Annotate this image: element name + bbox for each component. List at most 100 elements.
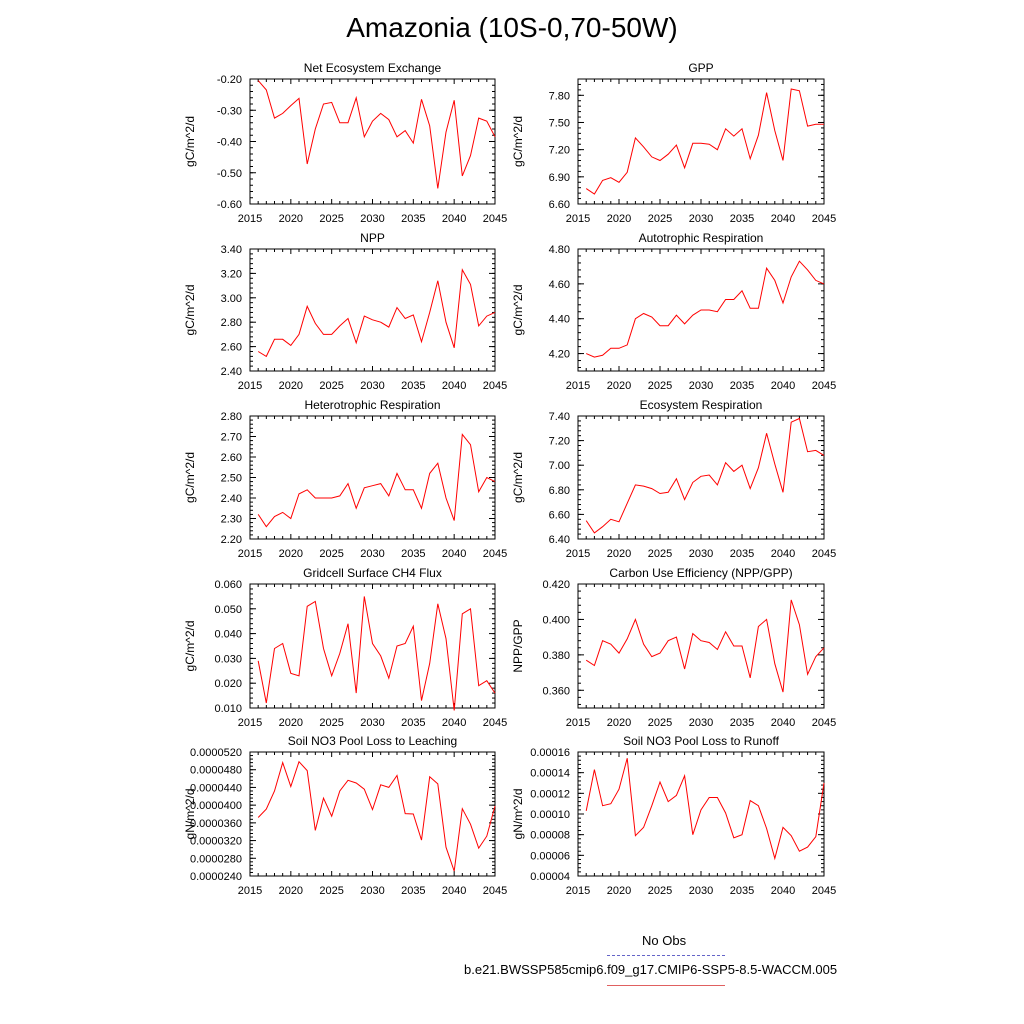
- y-tick-label: 6.80: [549, 485, 570, 497]
- y-tick-label: 0.00010: [530, 809, 570, 821]
- x-tick-label: 2015: [238, 885, 262, 897]
- x-tick-label: 2030: [689, 548, 713, 560]
- x-tick-label: 2030: [360, 548, 384, 560]
- x-tick-label: 2020: [279, 885, 303, 897]
- x-tick-label: 2015: [566, 717, 590, 729]
- x-tick-label: 2035: [401, 548, 425, 560]
- chart-panel: Soil NO3 Pool Loss to Runoff gN/m^2/d 2015…: [511, 734, 836, 897]
- x-tick-label: 2015: [238, 717, 262, 729]
- series-line: [585, 758, 825, 861]
- y-tick-label: 7.20: [549, 436, 570, 448]
- x-tick-label: 2040: [771, 213, 795, 225]
- x-tick-label: 2020: [607, 885, 631, 897]
- x-tick-label: 2045: [483, 380, 507, 392]
- x-tick-label: 2015: [238, 213, 262, 225]
- y-tick-label: 2.30: [221, 514, 242, 526]
- x-tick-label: 2040: [771, 380, 795, 392]
- chart-panel: Autotrophic Respiration gC/m^2/d 2015 2020 2…: [511, 231, 836, 392]
- series-line: [585, 88, 824, 195]
- x-tick-label: 2035: [401, 380, 425, 392]
- x-tick-label: 2040: [771, 885, 795, 897]
- x-tick-label: 2025: [648, 885, 672, 897]
- y-tick-label: 7.20: [549, 145, 570, 157]
- y-tick-label: 0.0000360: [190, 818, 242, 830]
- x-tick-label: 2030: [360, 380, 384, 392]
- series-line: [257, 433, 496, 528]
- chart-title: Carbon Use Efficiency (NPP/GPP): [609, 566, 792, 580]
- chart-panel: Ecosystem Respiration gC/m^2/d 2015 2020 202…: [511, 398, 836, 560]
- y-tick-label: 0.0000280: [190, 853, 242, 865]
- x-tick-label: 2035: [401, 885, 425, 897]
- x-tick-label: 2025: [319, 213, 343, 225]
- plot-frame: [249, 751, 496, 877]
- x-tick-label: 2025: [648, 213, 672, 225]
- x-tick-label: 2040: [442, 213, 466, 225]
- y-tick-label: 0.360: [542, 685, 570, 697]
- y-tick-label: 4.60: [549, 279, 570, 291]
- series-line: [257, 760, 496, 872]
- x-tick-label: 2015: [566, 885, 590, 897]
- x-tick-label: 2040: [442, 548, 466, 560]
- page-title: Amazonia (10S-0,70-50W): [346, 12, 678, 43]
- x-tick-label: 2025: [648, 380, 672, 392]
- y-axis-label: gC/m^2/d: [511, 285, 525, 336]
- x-tick-label: 2025: [319, 548, 343, 560]
- x-tick-label: 2020: [607, 717, 631, 729]
- plot-frame: [249, 583, 496, 709]
- y-tick-label: 6.40: [549, 534, 570, 546]
- series-line: [586, 260, 825, 358]
- chart-title: Gridcell Surface CH4 Flux: [303, 566, 442, 580]
- y-tick-label: 6.60: [549, 509, 570, 521]
- y-tick-label: 0.010: [214, 703, 242, 715]
- x-tick-label: 2025: [319, 380, 343, 392]
- x-tick-label: 2045: [812, 548, 836, 560]
- x-tick-label: 2030: [689, 717, 713, 729]
- y-tick-label: 0.040: [214, 629, 242, 641]
- x-tick-label: 2015: [566, 380, 590, 392]
- chart-panel: GPP gC/m^2/d 2015 2020 2025 2030 2035 2040 2045 7…: [511, 61, 836, 225]
- x-tick-label: 2040: [442, 717, 466, 729]
- x-tick-label: 2035: [401, 213, 425, 225]
- y-tick-label: 2.40: [221, 493, 242, 505]
- x-tick-label: 2015: [238, 548, 262, 560]
- chart-title: Soil NO3 Pool Loss to Runoff: [623, 734, 780, 748]
- y-tick-label: 3.40: [221, 244, 242, 256]
- y-axis-label: NPP/GPP: [511, 619, 525, 672]
- y-tick-label: 0.0000240: [190, 871, 242, 883]
- y-tick-label: -0.50: [217, 168, 242, 180]
- x-tick-label: 2045: [483, 548, 507, 560]
- x-tick-label: 2030: [689, 885, 713, 897]
- y-tick-label: 0.0000400: [190, 800, 242, 812]
- x-tick-label: 2040: [771, 548, 795, 560]
- chart-title: Autotrophic Respiration: [639, 231, 764, 245]
- series-line: [257, 80, 496, 189]
- chart-title: NPP: [360, 231, 385, 245]
- x-tick-label: 2030: [360, 717, 384, 729]
- x-tick-label: 2030: [360, 213, 384, 225]
- chart-panel: NPP gC/m^2/d 2015 2020 2025 2030 2035 2040 2045 3…: [183, 231, 507, 392]
- x-tick-label: 2035: [730, 885, 754, 897]
- plot-frame: [577, 78, 825, 205]
- x-tick-label: 2045: [483, 885, 507, 897]
- y-axis-label: gN/m^2/d: [183, 789, 197, 840]
- chart-panel: Gridcell Surface CH4 Flux gC/m^2/d 2015 202…: [183, 566, 507, 729]
- y-axis-label: gN/m^2/d: [511, 789, 525, 840]
- y-tick-label: 2.80: [221, 411, 242, 423]
- y-tick-label: 4.20: [549, 349, 570, 361]
- y-tick-label: 2.20: [221, 534, 242, 546]
- chart-panel: Heterotrophic Respiration gC/m^2/d 2015 202…: [183, 398, 507, 560]
- y-tick-label: 7.80: [549, 90, 570, 102]
- y-tick-label: 0.060: [214, 579, 242, 591]
- y-tick-label: 0.00014: [530, 768, 570, 780]
- x-tick-label: 2035: [730, 548, 754, 560]
- chart-panel: Soil NO3 Pool Loss to Leaching gN/m^2/d 20…: [183, 734, 507, 897]
- y-tick-label: 2.60: [221, 452, 242, 464]
- y-tick-label: 0.00012: [530, 788, 570, 800]
- y-axis-label: gC/m^2/d: [183, 285, 197, 336]
- series-line: [257, 268, 496, 358]
- y-tick-label: 2.60: [221, 342, 242, 354]
- y-tick-label: 2.80: [221, 317, 242, 329]
- y-tick-label: 7.00: [549, 460, 570, 472]
- x-tick-label: 2035: [730, 717, 754, 729]
